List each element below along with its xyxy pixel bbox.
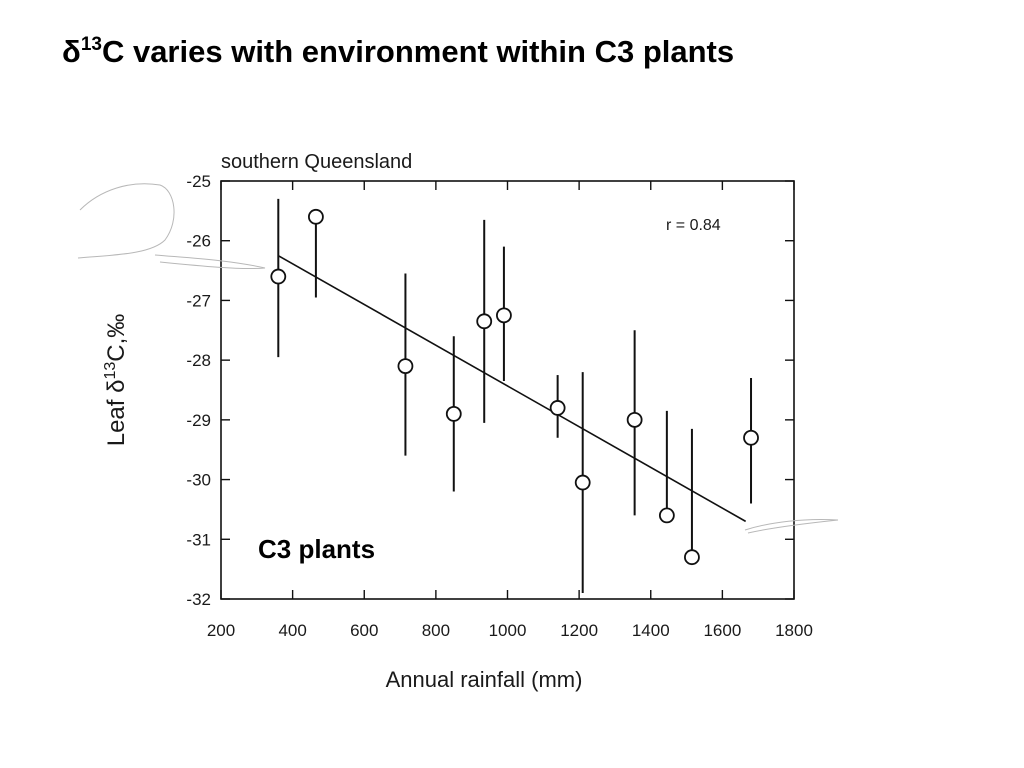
- y-axis-label: Leaf δ13C,‰: [102, 314, 130, 447]
- point-marker: [626, 411, 643, 428]
- y-tick-label: -32: [186, 590, 211, 609]
- chart-subtitle: southern Queensland: [221, 151, 412, 173]
- x-tick-label: 600: [350, 621, 378, 640]
- x-tick-label: 1000: [489, 621, 527, 640]
- point-marker: [684, 549, 700, 566]
- title-superscript: 13: [80, 34, 102, 55]
- point-marker: [476, 313, 493, 330]
- x-tick-label: 1800: [775, 621, 813, 640]
- point-marker: [270, 268, 287, 285]
- data-point-1: [308, 208, 324, 298]
- correlation-annotation: r = 0.84: [666, 217, 721, 234]
- data-point-7: [574, 372, 591, 594]
- data-point-4: [476, 219, 493, 423]
- data-points: [270, 198, 759, 594]
- x-tick-label: 1600: [703, 621, 741, 640]
- point-marker: [496, 307, 512, 324]
- x-tick-labels: 200 400 600 800 1000 1200 1400 1600 1800: [207, 621, 813, 640]
- data-point-3: [445, 336, 462, 492]
- data-point-8: [626, 330, 643, 516]
- y-tick-label: -26: [186, 232, 211, 251]
- y-tick-label: -29: [186, 411, 211, 430]
- x-axis-label: Annual rainfall (mm): [386, 667, 583, 692]
- scribble-marks: [77, 183, 839, 534]
- slide-title: δ13C varies with environment within C3 p…: [62, 34, 735, 69]
- axis-ticks: [220, 180, 795, 600]
- point-marker: [658, 507, 675, 524]
- x-tick-label: 400: [278, 621, 306, 640]
- data-point-0: [270, 198, 287, 358]
- point-marker: [397, 358, 414, 375]
- point-marker: [308, 208, 324, 225]
- y-tick-labels: -25 -26 -27 -28 -29 -30 -31 -32: [186, 172, 211, 609]
- x-tick-label: 800: [422, 621, 450, 640]
- data-point-11: [743, 378, 759, 504]
- data-point-9: [658, 410, 675, 524]
- x-tick-label: 200: [207, 621, 235, 640]
- data-point-6: [549, 375, 566, 438]
- data-point-2: [397, 273, 414, 456]
- data-point-10: [684, 428, 700, 566]
- y-tick-label: -28: [186, 351, 211, 370]
- regression-line: [277, 254, 747, 523]
- y-tick-label: -27: [186, 291, 211, 310]
- x-tick-label: 1200: [560, 621, 598, 640]
- series-label: C3 plants: [258, 534, 375, 564]
- x-tick-label: 1400: [632, 621, 670, 640]
- y-tick-label: -25: [186, 172, 211, 191]
- y-tick-label: -30: [186, 471, 211, 490]
- point-marker: [574, 474, 591, 491]
- point-marker: [549, 400, 566, 416]
- data-point-5: [496, 246, 512, 382]
- point-marker: [743, 429, 759, 446]
- point-marker: [445, 405, 462, 422]
- y-tick-label: -31: [186, 530, 211, 549]
